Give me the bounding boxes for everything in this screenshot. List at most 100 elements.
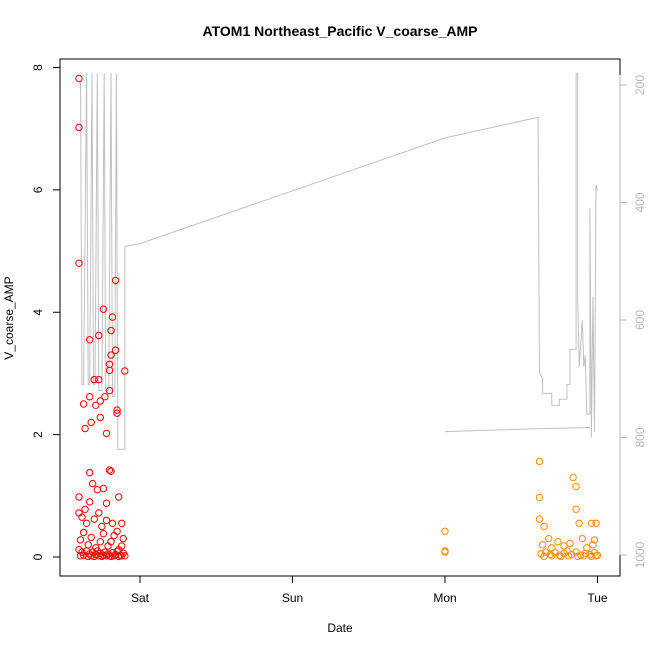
x-tick-label: Mon — [433, 591, 456, 605]
data-point-series-2 — [592, 519, 600, 527]
x-tick-label: Sat — [131, 591, 150, 605]
y-tick-label: 6 — [31, 186, 45, 193]
data-point-series-1 — [87, 533, 95, 542]
data-point-series-1 — [87, 552, 95, 560]
data-point-series-1 — [113, 409, 121, 417]
data-point-series-1 — [96, 413, 105, 422]
data-point-series-1 — [107, 538, 115, 546]
data-point-series-1 — [118, 542, 126, 550]
data-point-series-1 — [107, 467, 115, 475]
x-axis-label: Date — [327, 621, 353, 635]
data-point-series-2 — [441, 527, 449, 535]
data-point-series-1 — [96, 397, 105, 405]
data-point-series-1 — [107, 326, 115, 335]
data-point-series-2 — [535, 493, 544, 502]
data-point-series-1 — [93, 486, 102, 494]
data-point-series-2 — [441, 548, 449, 556]
data-point-series-1 — [111, 346, 120, 354]
y-tick-label: 8 — [31, 64, 45, 71]
data-point-series-1 — [107, 552, 115, 561]
data-point-series-1 — [95, 509, 103, 517]
data-point-series-2 — [587, 552, 596, 561]
data-point-series-2 — [587, 519, 596, 527]
data-point-series-2 — [572, 505, 580, 513]
data-point-series-1 — [99, 484, 108, 493]
data-point-series-1 — [102, 552, 111, 560]
data-point-series-1 — [86, 468, 94, 477]
data-point-series-1 — [101, 393, 109, 401]
data-point-series-1 — [95, 331, 103, 340]
y2-tick-label: 600 — [633, 310, 647, 330]
data-point-series-1 — [90, 375, 99, 384]
data-point-series-1 — [118, 519, 126, 527]
data-point-series-1 — [102, 429, 111, 438]
depth-line-segment — [444, 427, 590, 433]
data-point-series-2 — [563, 547, 571, 555]
data-point-series-1 — [115, 493, 123, 501]
data-point-series-1 — [102, 499, 111, 507]
x-tick-label: Tue — [587, 591, 608, 605]
data-point-series-2 — [554, 538, 562, 546]
y-tick-label: 0 — [31, 553, 45, 560]
data-point-series-2 — [572, 482, 580, 491]
data-point-series-1 — [108, 313, 117, 321]
data-point-series-1 — [90, 515, 99, 523]
data-point-series-1 — [75, 259, 83, 267]
data-point-series-2 — [566, 539, 574, 548]
data-point-series-1 — [86, 393, 94, 401]
data-point-series-1 — [78, 513, 86, 521]
data-point-series-1 — [113, 406, 121, 414]
data-point-series-1 — [86, 336, 94, 344]
data-point-series-2 — [592, 552, 600, 560]
data-point-series-1 — [95, 375, 103, 384]
y-tick-label: 4 — [31, 309, 45, 316]
data-point-series-2 — [580, 552, 588, 560]
data-point-series-2 — [535, 515, 544, 523]
data-point-series-1 — [86, 498, 94, 506]
data-point-series-1 — [102, 516, 111, 524]
data-point-series-1 — [81, 424, 89, 433]
data-point-series-1 — [115, 552, 123, 561]
axes-layer: Sat Sun Mon Tue 0 2 4 6 8 200 400 600 800 1000 — [31, 64, 647, 605]
data-point-series-1 — [121, 367, 129, 375]
x-tick-label: Sun — [282, 591, 303, 605]
data-point-series-1 — [87, 418, 95, 427]
data-point-series-1 — [89, 479, 97, 488]
chart-title: ATOM1 Northeast_Pacific V_coarse_AMP — [203, 23, 478, 39]
data-point-series-1 — [118, 552, 126, 560]
depth-line — [79, 72, 598, 450]
y-tick-label: 2 — [31, 431, 45, 438]
data-point-series-1 — [79, 400, 88, 408]
data-point-series-1 — [76, 536, 85, 544]
data-point-series-1 — [107, 351, 115, 359]
data-point-series-2 — [555, 551, 564, 559]
data-point-series-2 — [578, 534, 586, 543]
data-point-series-2 — [540, 522, 548, 531]
data-point-series-2 — [545, 534, 553, 543]
data-point-series-1 — [119, 534, 127, 543]
data-point-series-1 — [105, 386, 114, 395]
data-point-series-1 — [82, 519, 91, 527]
data-point-series-1 — [81, 505, 89, 513]
data-point-series-2 — [590, 536, 599, 544]
y2-tick-label: 200 — [633, 75, 647, 95]
data-point-series-1 — [99, 305, 108, 313]
scatter-points-layer — [75, 74, 602, 561]
data-point-series-2 — [589, 541, 597, 549]
y2-tick-label: 800 — [633, 427, 647, 447]
data-point-series-1 — [110, 552, 118, 560]
data-point-series-1 — [108, 519, 117, 527]
data-point-series-2 — [540, 552, 548, 561]
data-point-series-1 — [105, 366, 114, 375]
y-axis-label: V_coarse_AMP — [2, 276, 16, 359]
data-point-series-1 — [75, 74, 83, 83]
data-point-series-1 — [84, 541, 92, 549]
data-point-series-2 — [564, 552, 573, 560]
data-point-series-1 — [110, 531, 118, 540]
data-point-series-1 — [99, 530, 108, 538]
data-point-series-1 — [111, 276, 120, 285]
data-point-series-2 — [583, 544, 591, 552]
data-point-series-1 — [75, 123, 83, 132]
data-point-series-2 — [538, 541, 547, 549]
